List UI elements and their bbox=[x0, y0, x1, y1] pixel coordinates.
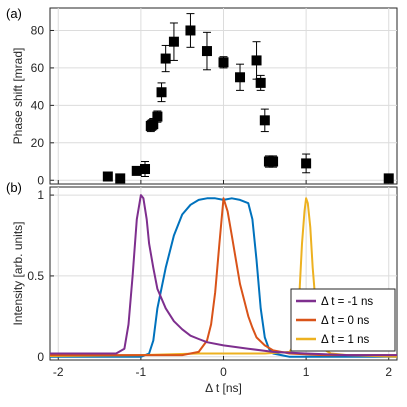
panel-a-points bbox=[102, 13, 394, 184]
panel-b-ytick-label-0: 0 bbox=[37, 350, 44, 364]
data-point-15 bbox=[255, 77, 266, 88]
data-point-11 bbox=[201, 46, 212, 57]
data-point-12 bbox=[218, 57, 229, 68]
legend-entry-1: Δ t = 0 ns bbox=[321, 315, 370, 327]
data-point-7 bbox=[156, 87, 167, 98]
panel-a: (a) 0 20 40 60 80 Phase shift [mrad] bbox=[6, 6, 398, 187]
panel-a-ytick-label-2: 40 bbox=[31, 98, 45, 112]
data-point-0 bbox=[102, 171, 113, 182]
panel-b-xtick-label-4: 2 bbox=[385, 365, 392, 379]
data-point-16 bbox=[259, 115, 270, 126]
data-point-9 bbox=[168, 36, 179, 47]
panel-b-ticks: -2 -1 0 1 2 0 0.5 1 bbox=[27, 188, 392, 379]
data-point-10 bbox=[185, 25, 196, 36]
data-point-18 bbox=[268, 156, 279, 167]
data-point-5 bbox=[148, 119, 159, 130]
data-point-20 bbox=[383, 173, 394, 184]
data-point-6 bbox=[152, 111, 163, 122]
panel-a-label: (a) bbox=[6, 6, 22, 21]
panel-b-xtick-label-0: -2 bbox=[53, 365, 64, 379]
panel-a-ylabel: Phase shift [mrad] bbox=[11, 48, 25, 145]
panel-b-ytick-label-2: 1 bbox=[37, 188, 44, 202]
data-point-14 bbox=[251, 55, 262, 66]
panel-b-xtick-label-2: 0 bbox=[220, 365, 227, 379]
panel-b-ylabel: Intensity [arb. units] bbox=[11, 221, 25, 325]
panel-a-ytick-label-3: 60 bbox=[31, 61, 45, 75]
panel-a-ticks: 0 20 40 60 80 bbox=[31, 23, 390, 187]
panel-b-label: (b) bbox=[6, 180, 22, 195]
panel-a-ytick-label-4: 80 bbox=[31, 23, 45, 37]
panel-a-ytick-label-1: 20 bbox=[31, 136, 45, 150]
panel-b-xtick-label-1: -1 bbox=[136, 365, 147, 379]
data-point-19 bbox=[301, 158, 312, 169]
panel-a-ytick-label-0: 0 bbox=[37, 173, 44, 187]
legend: Δ t = -1 ns Δ t = 0 ns Δ t = 1 ns bbox=[290, 288, 396, 352]
legend-entry-2: Δ t = 1 ns bbox=[321, 334, 370, 346]
series-line-3 bbox=[50, 197, 397, 358]
data-point-8 bbox=[160, 53, 171, 64]
panel-b: (b) -2 -1 0 1 200.51 Intensity [arb. units] … bbox=[6, 180, 398, 395]
data-point-13 bbox=[235, 72, 246, 83]
data-point-2 bbox=[131, 165, 142, 176]
data-point-3 bbox=[140, 164, 151, 175]
data-point-1 bbox=[115, 173, 126, 184]
series-line-1 bbox=[50, 197, 397, 357]
panel-b-xtick-label-3: 1 bbox=[303, 365, 310, 379]
series-line-0 bbox=[50, 194, 397, 357]
panel-b-xlabel: Δ t [ns] bbox=[205, 381, 242, 395]
panel-b-ytick-label-1: 0.5 bbox=[27, 269, 44, 283]
legend-entry-0: Δ t = -1 ns bbox=[321, 296, 373, 308]
